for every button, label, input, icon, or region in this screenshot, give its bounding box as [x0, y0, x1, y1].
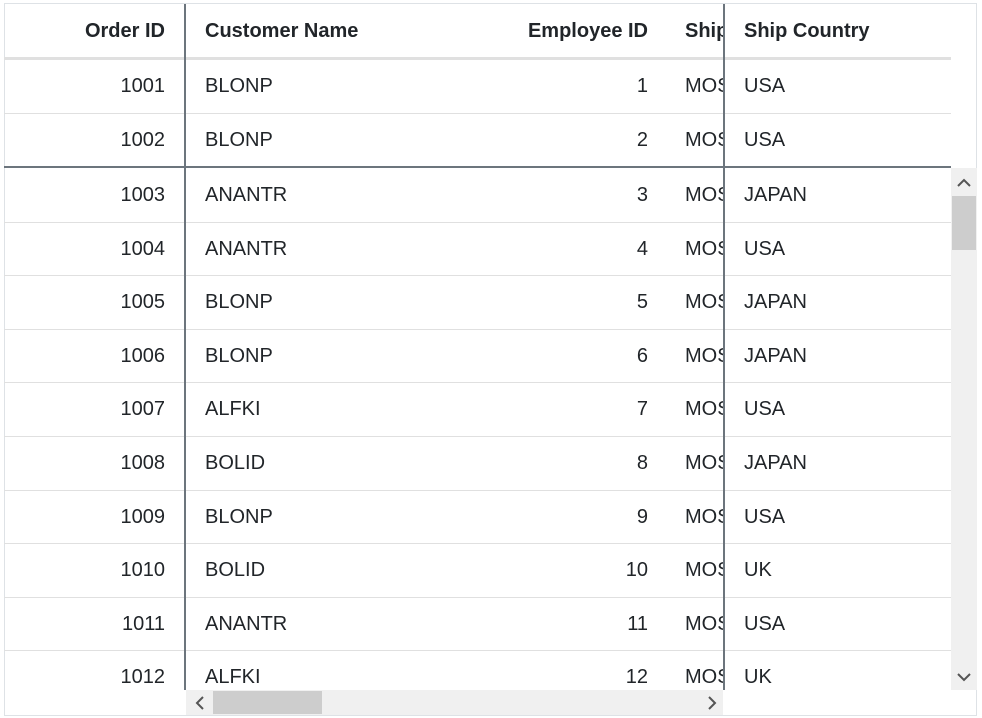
grid-cell: MOS: [685, 559, 724, 582]
grid-cell: 10: [625, 559, 648, 582]
column-header[interactable]: Customer Name: [205, 19, 359, 42]
frozen-row-divider: [4, 166, 951, 168]
frozen-rows: 1001 BLONP 1 MOS USA 1002 BLONP 2 MOS USA: [4, 60, 951, 167]
grid-cell: BLONP: [205, 344, 273, 367]
grid-cell: USA: [744, 612, 786, 635]
frozen-column-divider: [184, 4, 186, 690]
grid-cell: 12: [625, 666, 648, 689]
grid-row[interactable]: 1007 ALFKI 7 MOS USA: [4, 383, 951, 437]
grid-cell: 1008: [120, 452, 166, 474]
grid-cell: 9: [636, 505, 648, 528]
grid-cell: USA: [744, 128, 786, 151]
grid-row[interactable]: 1003 ANANTR 3 MOS JAPAN: [4, 169, 951, 223]
grid-cell: MOS: [685, 452, 724, 474]
grid-cell: JAPAN: [744, 184, 807, 206]
grid-cell: ANANTR: [205, 184, 288, 206]
grid-cell: 1002: [120, 128, 166, 151]
grid-cell: ALFKI: [205, 398, 261, 421]
grid-cell: MOS: [685, 75, 724, 97]
grid-cell: MOS: [685, 505, 724, 528]
grid-row[interactable]: 1008 BOLID 8 MOS JAPAN: [4, 437, 951, 491]
grid-cell: ALFKI: [205, 666, 261, 689]
grid-cell: MOS: [685, 291, 724, 314]
grid-cell: ANANTR: [205, 612, 288, 635]
grid-cell: USA: [744, 398, 786, 421]
grid-row[interactable]: 1010 BOLID 10 MOS UK: [4, 544, 951, 598]
grid-cell: 6: [636, 344, 648, 367]
column-header[interactable]: Employee ID: [527, 19, 648, 42]
grid-row[interactable]: 1009 BLONP 9 MOS USA: [4, 491, 951, 545]
grid-cell: USA: [744, 75, 786, 97]
grid-row[interactable]: 1002 BLONP 2 MOS USA: [4, 114, 951, 167]
grid-cell: 1: [636, 75, 648, 97]
grid-cell: MOS: [685, 128, 724, 151]
grid-cell: BOLID: [205, 452, 266, 474]
grid-cell: 1004: [120, 237, 166, 260]
grid-cell: JAPAN: [744, 452, 807, 474]
grid-cell: 2: [636, 128, 648, 151]
grid-cell: JAPAN: [744, 344, 807, 367]
grid-cell: JAPAN: [744, 291, 807, 314]
grid-cell: MOS: [685, 184, 724, 206]
column-header[interactable]: Order ID: [84, 19, 165, 42]
grid-row[interactable]: 1012 ALFKI 12 MOS UK: [4, 651, 951, 690]
vertical-scroll-thumb[interactable]: [952, 196, 976, 250]
grid-cell: BLONP: [205, 128, 273, 151]
grid-row[interactable]: 1001 BLONP 1 MOS USA: [4, 60, 951, 114]
grid-cell: MOS: [685, 398, 724, 421]
grid-cell: 5: [636, 291, 648, 314]
grid-cell: MOS: [685, 666, 724, 689]
grid-cell: 8: [636, 452, 648, 474]
grid-cell: 1007: [120, 398, 166, 421]
grid-row[interactable]: 1006 BLONP 6 MOS JAPAN: [4, 330, 951, 384]
grid-cell: 1011: [121, 612, 165, 635]
scroll-right-arrow[interactable]: [708, 696, 717, 710]
header-row: Order ID Customer Name Employee ID Ship Ship…: [4, 4, 951, 58]
grid-cell: 1006: [120, 344, 166, 367]
grid-cell: 1010: [120, 559, 166, 582]
column-header[interactable]: Ship Country: [744, 19, 870, 42]
grid-row[interactable]: 1011 ANANTR 11 MOS USA: [4, 598, 951, 652]
grid-cell: 1012: [120, 666, 166, 689]
grid-cell: BLONP: [205, 291, 273, 314]
scroll-down-arrow[interactable]: [957, 673, 971, 682]
grid-cell: MOS: [685, 344, 724, 367]
grid-cell: BOLID: [205, 559, 266, 582]
grid-cell: 1005: [120, 291, 166, 314]
horizontal-scroll-thumb[interactable]: [213, 691, 322, 714]
grid-cell: 4: [636, 237, 648, 260]
grid-cell: 1001: [120, 75, 166, 97]
scroll-rows[interactable]: 1003 ANANTR 3 MOS JAPAN 1004 ANANTR 4 MOS USA 1005…: [4, 168, 951, 690]
grid-cell: 1009: [120, 505, 166, 528]
grid-cell: BLONP: [205, 505, 273, 528]
grid-cell: 3: [636, 184, 648, 206]
grid-cell: MOS: [685, 237, 724, 260]
grid-cell: 7: [636, 398, 648, 421]
grid-cell: USA: [744, 237, 786, 260]
grid-cell: 11: [627, 612, 648, 635]
grid-cell: USA: [744, 505, 786, 528]
frozen-right-divider: [723, 4, 725, 690]
grid-cell: BLONP: [205, 75, 273, 97]
scroll-up-arrow[interactable]: [957, 178, 971, 187]
grid-row[interactable]: 1005 BLONP 5 MOS JAPAN: [4, 276, 951, 330]
column-header[interactable]: Ship: [685, 19, 724, 42]
grid-cell: UK: [744, 666, 772, 689]
grid-cell: ANANTR: [205, 237, 288, 260]
vertical-scrollbar[interactable]: [951, 168, 977, 690]
header-border: [4, 57, 951, 60]
grid-cell: UK: [744, 559, 772, 582]
grid-cell: MOS: [685, 612, 724, 635]
grid-row[interactable]: 1004 ANANTR 4 MOS USA: [4, 223, 951, 277]
grid-cell: 1003: [120, 184, 166, 206]
scroll-left-arrow[interactable]: [195, 696, 204, 710]
